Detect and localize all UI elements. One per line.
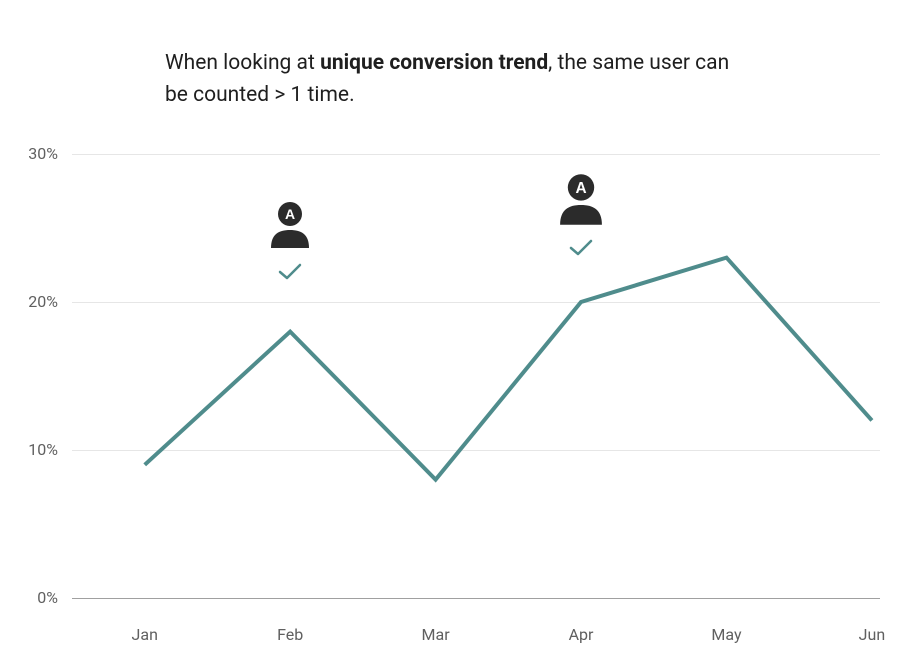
x-tick-label: May — [711, 625, 741, 644]
user-icon: A — [554, 172, 609, 231]
user-icon: A — [265, 200, 315, 254]
x-tick-label: Mar — [422, 625, 450, 644]
x-tick-label: Jun — [859, 625, 885, 644]
line-chart — [0, 0, 900, 671]
checkmark-icon — [276, 262, 304, 286]
svg-text:A: A — [575, 180, 586, 197]
x-tick-label: Jan — [132, 625, 158, 644]
page: When looking at unique conversion trend,… — [0, 0, 900, 671]
x-tick-label: Feb — [277, 625, 303, 644]
checkmark-icon — [567, 238, 595, 262]
x-tick-label: Apr — [569, 625, 594, 644]
conversion-line — [145, 258, 872, 480]
svg-text:A: A — [285, 206, 295, 222]
